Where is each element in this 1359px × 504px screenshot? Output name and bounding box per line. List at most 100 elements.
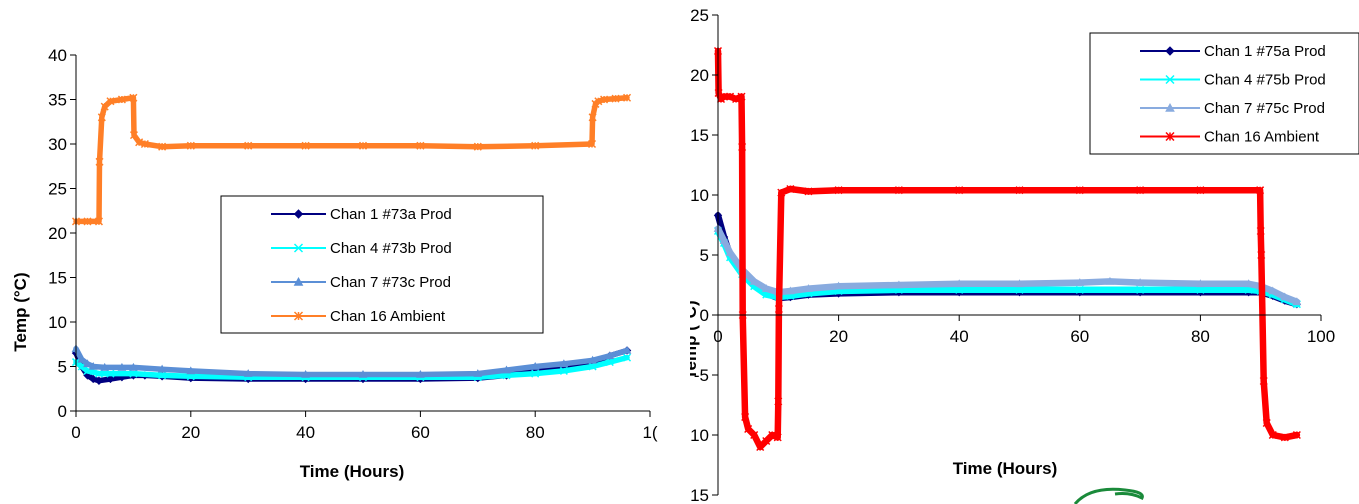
data-point-right-3-9 bbox=[741, 412, 750, 422]
legend-marker-left-2 bbox=[293, 276, 304, 286]
series-line-right-2 bbox=[714, 225, 1301, 306]
legend-marker-right-0 bbox=[1165, 46, 1175, 56]
data-point-left-2-14 bbox=[502, 365, 511, 374]
data-point-left-2-1 bbox=[77, 354, 87, 363]
data-point-left-2-19 bbox=[622, 345, 632, 354]
legend-box-right bbox=[1089, 32, 1359, 155]
data-point-right-3-13 bbox=[762, 436, 771, 446]
data-point-left-3-1 bbox=[83, 217, 92, 226]
legend-left: Chan 1 #73a Prod Chan 4 #73b Prod Chan 7 #… bbox=[220, 195, 544, 334]
x-tick-label-left-1: 20 bbox=[181, 423, 200, 442]
y-tick-label-left-7: 35 bbox=[48, 91, 67, 110]
data-point-left-3-23 bbox=[594, 97, 603, 106]
data-point-left-1-17 bbox=[605, 358, 614, 367]
x-ticks-left: 0 20 40 60 80 1( bbox=[71, 411, 658, 442]
x-tick-label-left-2: 40 bbox=[296, 423, 315, 442]
legend-marker-left-1 bbox=[293, 243, 304, 253]
data-point-right-3-28 bbox=[1256, 186, 1265, 195]
data-point-left-2-17 bbox=[588, 355, 597, 364]
data-point-right-3-27 bbox=[1196, 186, 1205, 195]
data-point-right-3-20 bbox=[804, 187, 813, 196]
data-point-left-1-18 bbox=[623, 353, 632, 362]
data-point-right-3-3 bbox=[719, 92, 729, 101]
data-point-left-2-9 bbox=[243, 369, 253, 377]
y-axis-title-left: Temp (°C) bbox=[11, 272, 30, 351]
data-point-left-2-4 bbox=[100, 362, 110, 371]
y-tick-label-right-3: 0 bbox=[700, 306, 709, 325]
data-point-left-1-6 bbox=[158, 371, 167, 380]
x-tick-label-right-2: 40 bbox=[950, 327, 969, 346]
data-point-right-3-4 bbox=[726, 92, 735, 101]
data-point-left-3-7 bbox=[117, 95, 126, 104]
legend-label-right-3: Chan 16 Ambient bbox=[1204, 129, 1320, 146]
chart-left: 0 5 10 15 20 25 30 35 40 0 20 40 60 80 1( Time (Hours… bbox=[11, 46, 658, 481]
y-ticks-right: -15 -10 -5 0 5 10 15 20 25 bbox=[690, 6, 718, 504]
data-point-left-3-14 bbox=[244, 141, 253, 150]
data-point-right-3-30 bbox=[1257, 250, 1266, 260]
x-tick-label-right-0: 0 bbox=[713, 327, 722, 346]
y-tick-label-right-5: 10 bbox=[690, 186, 709, 205]
y-tick-label-right-1: -10 bbox=[690, 426, 709, 445]
data-point-right-1-11 bbox=[955, 285, 964, 294]
y-tick-label-right-7: 20 bbox=[690, 66, 709, 85]
data-point-right-2-13 bbox=[1075, 278, 1085, 286]
y-tick-label-right-6: 15 bbox=[690, 126, 709, 145]
x-tick-label-left-3: 60 bbox=[411, 423, 430, 442]
y-tick-label-left-4: 20 bbox=[48, 224, 67, 243]
data-point-right-1-14 bbox=[1136, 285, 1145, 294]
data-point-left-2-12 bbox=[416, 369, 425, 378]
data-point-right-2-14 bbox=[1105, 276, 1115, 285]
data-point-right-2-16 bbox=[1196, 279, 1205, 288]
y-axis-title-right: Temp (°C) bbox=[690, 300, 700, 379]
data-point-right-3-14 bbox=[768, 430, 777, 440]
data-point-right-3-10 bbox=[744, 424, 753, 434]
data-point-left-3-12 bbox=[158, 142, 167, 151]
data-point-right-3-6 bbox=[737, 92, 746, 101]
data-point-left-3-13 bbox=[186, 141, 195, 150]
data-point-right-3-15 bbox=[773, 433, 782, 442]
legend-entries-left: Chan 1 #73a Prod Chan 4 #73b Prod Chan 7 #… bbox=[271, 206, 452, 325]
data-point-left-3-26 bbox=[623, 93, 632, 102]
y-tick-label-right-4: 5 bbox=[700, 246, 709, 265]
legend-marker-left-3 bbox=[293, 311, 304, 321]
y-tick-label-left-0: 0 bbox=[58, 402, 67, 421]
x-tick-label-right-5: 100 bbox=[1307, 327, 1335, 346]
data-point-left-3-4 bbox=[97, 113, 106, 122]
data-point-right-2-5 bbox=[761, 284, 771, 292]
y-tick-label-left-2: 10 bbox=[48, 313, 67, 332]
data-point-left-2-7 bbox=[157, 364, 167, 373]
data-point-right-2-11 bbox=[954, 279, 964, 288]
x-tick-label-right-3: 60 bbox=[1070, 327, 1089, 346]
data-point-right-1-15 bbox=[1196, 285, 1205, 294]
leaf-logo-icon bbox=[1073, 487, 1144, 504]
chart-right: -15 -10 -5 0 5 10 15 20 25 0 20 40 60 80 100 Time (Ho… bbox=[690, 6, 1359, 504]
data-point-right-2-10 bbox=[894, 280, 904, 289]
x-tick-label-left-0: 0 bbox=[71, 423, 80, 442]
legend-marker-right-3 bbox=[1165, 131, 1175, 142]
x-tick-label-left-4: 80 bbox=[526, 423, 545, 442]
data-point-left-2-6 bbox=[129, 362, 138, 371]
data-point-left-3-9 bbox=[129, 131, 139, 140]
data-point-right-3-19 bbox=[786, 184, 795, 194]
y-tick-label-right-2: -5 bbox=[694, 366, 709, 385]
data-point-right-3-31 bbox=[1259, 376, 1268, 386]
data-point-left-3-18 bbox=[473, 142, 482, 151]
data-point-left-3-21 bbox=[588, 113, 597, 122]
data-point-right-3-7 bbox=[738, 142, 747, 152]
data-point-right-3-11 bbox=[750, 430, 759, 440]
data-point-right-3-21 bbox=[834, 186, 843, 195]
data-point-left-3-20 bbox=[587, 139, 597, 149]
data-point-left-1-14 bbox=[531, 369, 540, 378]
data-point-right-2-4 bbox=[749, 276, 759, 285]
data-point-left-3-24 bbox=[600, 95, 609, 104]
y-ticks-left: 0 5 10 15 20 25 30 35 40 bbox=[48, 46, 76, 421]
data-point-left-3-11 bbox=[140, 139, 149, 149]
data-point-left-1-15 bbox=[559, 366, 568, 375]
data-point-right-1-12 bbox=[1015, 285, 1024, 294]
data-point-right-2-1 bbox=[719, 236, 729, 244]
x-axis-title-right: Time (Hours) bbox=[953, 459, 1058, 478]
data-point-right-3-25 bbox=[1075, 186, 1084, 195]
x-tick-label-left-5: 1( bbox=[642, 423, 657, 442]
data-point-left-3-17 bbox=[416, 141, 425, 150]
data-point-right-3-35 bbox=[1292, 430, 1301, 440]
